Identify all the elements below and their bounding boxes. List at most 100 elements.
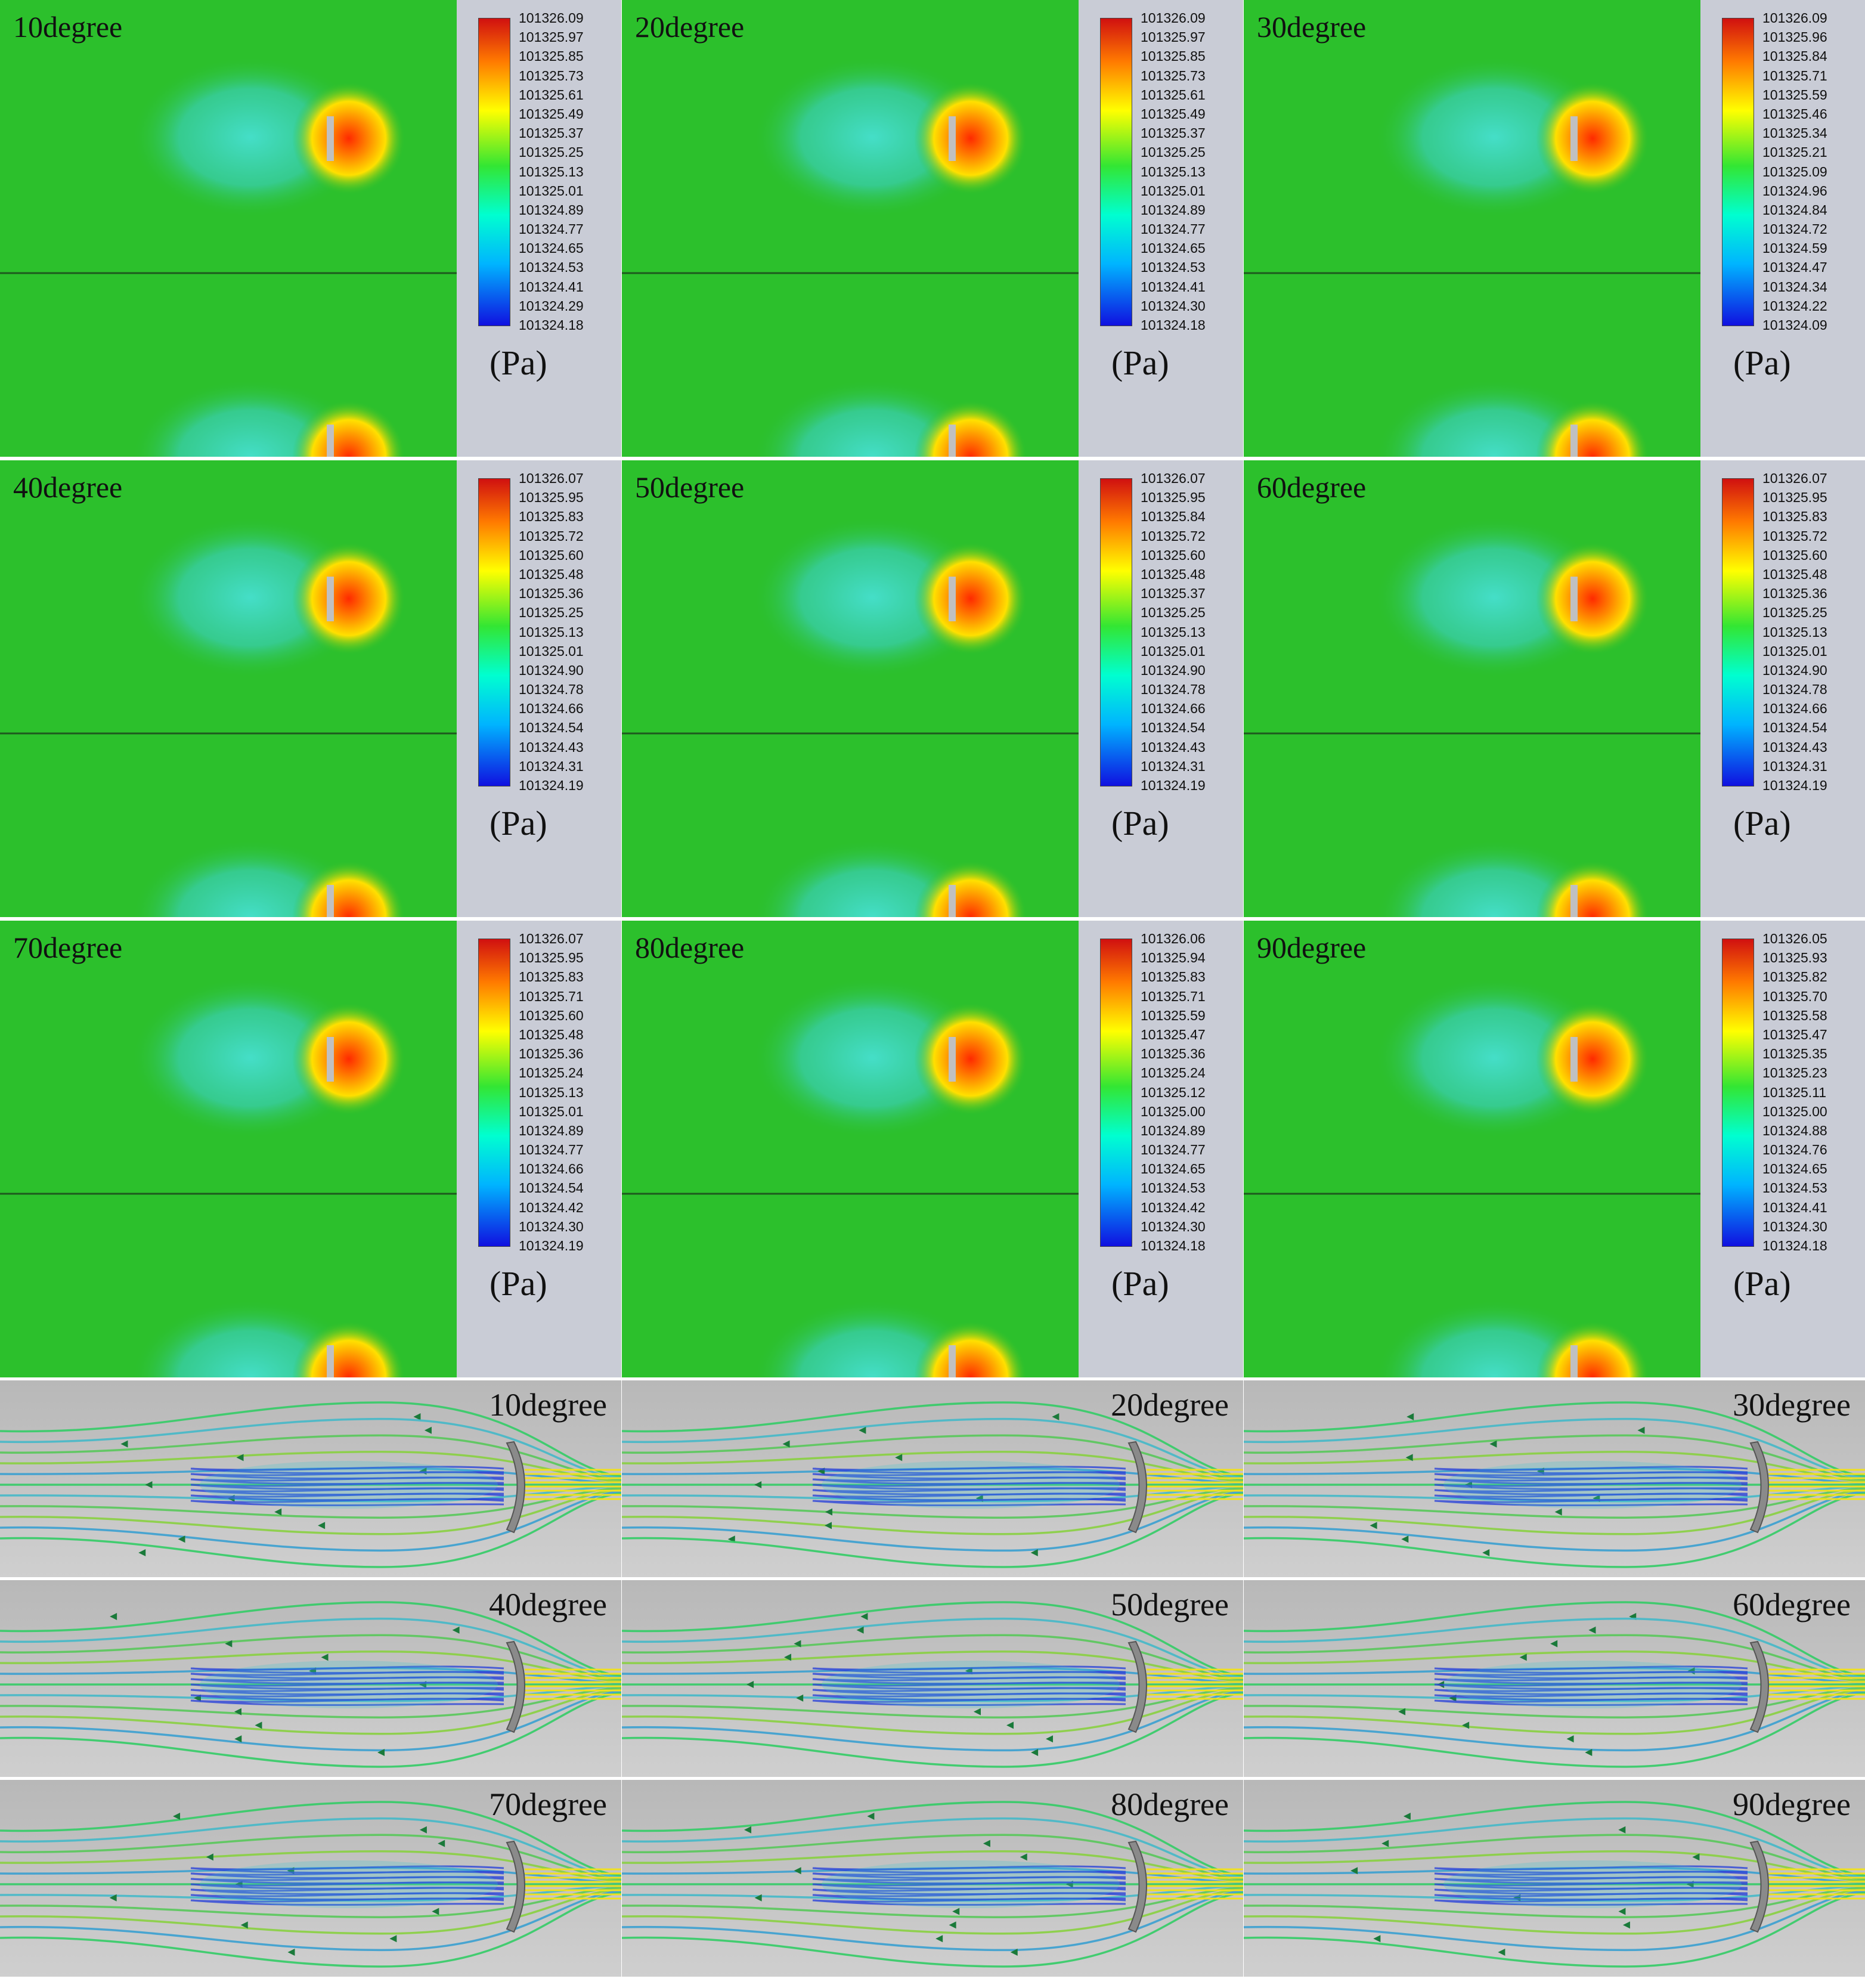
colorbar-tick-label: 101324.88 [1762,1122,1827,1138]
colorbar-tick-label: 101325.61 [519,86,584,103]
colorbar-tick-label: 101325.25 [1141,605,1206,621]
colorbar-tick-label: 101324.18 [519,317,584,333]
streamline-plot [1244,1780,1865,1977]
colorbar-tick-label: 101326.07 [1141,470,1206,486]
colorbar-tick-label: 101326.09 [519,10,584,26]
colorbar-tick-label: 101326.05 [1762,931,1827,946]
streamline-panel-title: 20degree [1111,1387,1229,1423]
streamline-panel-title: 50degree [1111,1587,1229,1622]
colorbar-tick-label: 101324.53 [519,259,584,275]
colorbar-tick-label: 101325.48 [1762,566,1827,582]
colorbar-tick-label: 101325.01 [1762,643,1827,659]
colorbar-tick-label: 101325.94 [1141,950,1206,966]
colorbar-tick-label: 101325.01 [519,1103,584,1119]
colorbar-tick-label: 101325.13 [519,1084,584,1100]
colorbar-tick-label: 101324.31 [519,758,584,774]
unit-label: (Pa) [1733,343,1791,382]
streamline-plot [1244,1380,1865,1577]
colorbar-tick-label: 101324.41 [1762,1199,1827,1215]
colorbar-tick-label: 101325.11 [1762,1084,1827,1100]
colorbar-tick-label: 101325.73 [519,67,584,83]
colorbar-tick-label: 101324.19 [519,1238,584,1253]
unit-label: (Pa) [1111,343,1169,382]
unit-label: (Pa) [490,1264,547,1303]
colorbar-tick-label: 101325.34 [1762,125,1827,141]
colorbar-tick-label: 101324.47 [1762,259,1827,275]
streamline-panel-title: 40degree [489,1587,607,1622]
pressure-panel: 70degree 101326.07 101325.95 101325.83 10132… [0,921,621,1377]
pressure-legend: 101326.05 101325.93 101325.82 101325.70 1013… [1700,921,1865,1377]
colorbar-tick-label: 101324.90 [1762,662,1827,678]
colorbar-tick-label: 101325.73 [1141,67,1206,83]
streamline-panel: 70degree [0,1780,621,1977]
streamline-panel-title: 60degree [1733,1587,1851,1622]
pressure-panel-title: 50degree [635,470,745,504]
colorbar-tick-label: 101324.77 [519,221,584,237]
colorbar-tick-label: 101326.09 [1141,10,1206,26]
pressure-legend: 101326.07 101325.95 101325.83 101325.71 1013… [457,921,621,1377]
colorbar-tick-label: 101325.85 [519,48,584,64]
colorbar [1100,478,1132,786]
pressure-panel: 20degree 101326.09 101325.97 101325.85 10132… [622,0,1243,457]
pressure-contour-plot [622,921,1079,1377]
colorbar-tick-label: 101325.49 [519,106,584,122]
colorbar [1100,939,1132,1247]
colorbar-tick-label: 101324.65 [1141,240,1206,256]
colorbar-tick-label: 101326.09 [1762,10,1827,26]
colorbar-tick-label: 101324.53 [1141,259,1206,275]
colorbar-tick-label: 101325.00 [1141,1103,1206,1119]
colorbar-tick-label: 101325.83 [1141,969,1206,985]
pressure-panel-title: 30degree [1257,10,1367,44]
streamline-plot [1244,1580,1865,1777]
colorbar-tick-label: 101326.06 [1141,931,1206,946]
colorbar-tick-label: 101324.30 [1762,1218,1827,1234]
colorbar-tick-label: 101325.72 [1762,528,1827,544]
colorbar-tick-label: 101325.58 [1762,1007,1827,1023]
colorbar-tick-label: 101324.72 [1762,221,1827,237]
colorbar-tick-label: 101325.37 [1141,586,1206,602]
pressure-contour-plot [622,0,1079,457]
colorbar-tick-label: 101325.25 [519,144,584,160]
colorbar-tick-label: 101324.18 [1141,1238,1206,1253]
colorbar-tick-label: 101325.01 [1141,643,1206,659]
colorbar-tick-label: 101324.65 [1762,1161,1827,1177]
pressure-panel-title: 90degree [1257,931,1367,964]
streamline-plot [622,1380,1243,1577]
pressure-panel: 30degree 101326.09 101325.96 101325.84 10132… [1244,0,1865,457]
colorbar-tick-label: 101324.53 [1762,1180,1827,1196]
colorbar-tick-label: 101325.60 [1141,547,1206,563]
pressure-panel-title: 70degree [13,931,123,964]
colorbar-tick-label: 101325.71 [1141,988,1206,1004]
colorbar-tick-label: 101325.84 [1141,509,1206,525]
colorbar [1722,478,1754,786]
colorbar-tick-label: 101324.78 [519,682,584,698]
streamline-panel: 10degree [0,1380,621,1577]
colorbar-tick-label: 101324.66 [519,701,584,717]
colorbar-tick-label: 101324.89 [519,1122,584,1138]
streamline-panel: 50degree [622,1580,1243,1777]
colorbar-tick-label: 101325.01 [519,182,584,199]
streamline-plot [0,1380,621,1577]
colorbar-tick-label: 101325.59 [1141,1007,1206,1023]
unit-label: (Pa) [490,343,547,382]
pressure-panel-title: 60degree [1257,470,1367,504]
colorbar-tick-label: 101325.01 [1141,182,1206,199]
pressure-contour-plot [622,460,1079,917]
streamline-panel: 30degree [1244,1380,1865,1577]
colorbar-tick-label: 101326.07 [1762,470,1827,486]
colorbar-tick-label: 101325.82 [1762,969,1827,985]
pressure-panel: 60degree 101326.07 101325.95 101325.83 10132… [1244,460,1865,917]
colorbar-tick-label: 101324.54 [519,1180,584,1196]
colorbar-tick-label: 101325.70 [1762,988,1827,1004]
colorbar-tick-label: 101324.34 [1762,278,1827,295]
colorbar-tick-label: 101324.09 [1762,317,1827,333]
colorbar-tick-label: 101325.61 [1141,86,1206,103]
colorbar-tick-label: 101325.00 [1762,1103,1827,1119]
pressure-legend: 101326.09 101325.96 101325.84 101325.71 1013… [1700,0,1865,457]
colorbar-tick-label: 101324.53 [1141,1180,1206,1196]
colorbar-tick-label: 101324.66 [519,1161,584,1177]
colorbar-tick-label: 101324.54 [1762,720,1827,736]
pressure-panel-title: 40degree [13,470,123,504]
streamline-panel-title: 90degree [1733,1786,1851,1822]
pressure-contour-grid: 10degree 101326.09 101325.97 101325.85 10132… [0,0,1865,1377]
